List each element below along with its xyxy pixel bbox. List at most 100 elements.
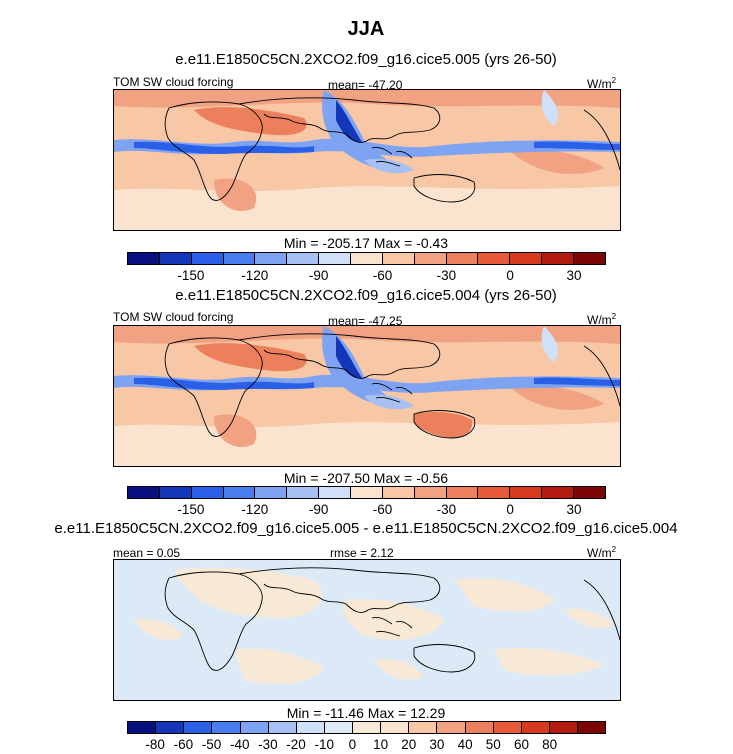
colorbar-tick-label: -50 <box>201 737 222 752</box>
itcz-core-atlantic <box>134 377 314 390</box>
colorbar-swatch <box>212 722 241 733</box>
panel-2-mean: mean= -47.25 <box>328 314 403 328</box>
panel-3-map-svg <box>114 560 620 700</box>
colorbar-swatch <box>414 253 447 264</box>
colorbar-swatch <box>324 722 353 733</box>
panel-1-map <box>113 89 621 231</box>
colorbar-swatch <box>542 253 575 264</box>
monsoon-core <box>336 100 362 143</box>
colorbar-tick-label: -150 <box>177 268 205 283</box>
islands-outline <box>371 617 413 637</box>
eurasia-outline <box>238 333 441 379</box>
panel-1-variable: TOM SW cloud forcing <box>113 75 234 89</box>
panel-3-minmax: Min = -11.46 Max = 12.29 <box>286 705 446 721</box>
colorbar-tick-label: -80 <box>145 737 165 752</box>
panel-2-colorbar-ticks: -150 -120 -90 -60 -30 0 30 <box>127 502 606 518</box>
islands-outline <box>371 147 413 167</box>
panel-2-map-svg <box>114 326 620 466</box>
panel-1-minmax: Min = -205.17 Max = -0.43 <box>283 235 449 251</box>
panel-3-rmse: rmse = 2.12 <box>330 546 394 560</box>
colorbar-tick-label: 30 <box>566 502 582 517</box>
colorbar-tick-label: -120 <box>241 268 269 283</box>
panel-1-title: e.e11.E1850C5CN.2XCO2.f09_g16.cice5.005 … <box>175 51 557 68</box>
panel-1-colorbar-ticks: -150 -120 -90 -60 -30 0 30 <box>127 268 606 284</box>
colorbar-tick-label: 20 <box>401 737 417 752</box>
colorbar-tick-label: -120 <box>241 502 269 517</box>
colorbar-swatch <box>128 253 160 264</box>
australia-warm <box>414 412 473 438</box>
colorbar-tick-label: 60 <box>513 737 529 752</box>
colorbar-tick-label: 40 <box>457 737 473 752</box>
colorbar-swatch <box>465 722 494 733</box>
colorbar-tick-label: -90 <box>308 502 329 517</box>
panel-1-mean: mean= -47.20 <box>328 78 403 92</box>
colorbar-swatch <box>191 253 224 264</box>
east-pacific-warm <box>509 384 604 410</box>
southern-ocean-band <box>114 186 620 230</box>
colorbar-tick-label: -60 <box>372 268 393 283</box>
colorbar-tick-label: -30 <box>258 737 278 752</box>
coastlines <box>164 97 620 203</box>
colorbar-swatch <box>240 722 269 733</box>
eurasia-outline <box>238 567 441 613</box>
colorbar-swatch <box>296 722 325 733</box>
panel-3-mean: mean = 0.05 <box>113 546 181 560</box>
itcz-core-atlantic <box>134 141 314 154</box>
colorbar-tick-label: 0 <box>506 502 514 517</box>
colorbar-swatch <box>191 487 224 498</box>
americas-outline <box>583 109 620 171</box>
coastlines <box>164 567 620 673</box>
panel-2-units: W/m2 <box>587 312 617 327</box>
colorbar-swatch <box>351 253 383 264</box>
colorbar-swatch <box>549 722 578 733</box>
panel-2-title: e.e11.E1850C5CN.2XCO2.f09_g16.cice5.004 … <box>175 287 557 304</box>
colorbar-swatch <box>574 253 605 264</box>
australia-outline <box>413 410 476 439</box>
colorbar-swatch <box>446 487 479 498</box>
africa-outline <box>164 337 263 437</box>
panel-2-variable: TOM SW cloud forcing <box>113 310 234 324</box>
colorbar-swatch <box>521 722 550 733</box>
panel-1-units: W/m2 <box>587 76 617 91</box>
colorbar-swatch <box>574 487 605 498</box>
colorbar-swatch <box>255 487 288 498</box>
colorbar-tick-label: -60 <box>372 502 393 517</box>
africa-outline <box>164 571 263 671</box>
colorbar-tick-label: -40 <box>229 737 250 752</box>
colorbar-swatch <box>351 487 383 498</box>
americas-outline <box>583 579 620 641</box>
colorbar-swatch <box>159 487 192 498</box>
colorbar-swatch <box>319 487 352 498</box>
colorbar-tick-label: -30 <box>436 502 457 517</box>
south-africa-warm <box>214 414 257 447</box>
colorbar-swatch <box>478 253 511 264</box>
itcz-core-pacific <box>534 141 620 150</box>
colorbar-swatch <box>128 722 157 733</box>
figure-title: JJA <box>347 18 385 40</box>
colorbar-swatch <box>409 722 438 733</box>
panel-1-colorbar <box>127 252 606 265</box>
colorbar-swatch <box>578 722 606 733</box>
colorbar-swatch <box>493 722 522 733</box>
colorbar-swatch <box>382 487 415 498</box>
east-pacific-warm <box>509 148 604 174</box>
africa-outline <box>164 101 263 201</box>
panel-1-map-svg <box>114 90 620 230</box>
colorbar-tick-label: -20 <box>286 737 306 752</box>
colorbar-tick-label: -150 <box>177 502 205 517</box>
southern-ocean-band <box>114 422 620 466</box>
colorbar-tick-label: -60 <box>173 737 194 752</box>
colorbar-swatch <box>184 722 213 733</box>
colorbar-tick-label: -10 <box>314 737 334 752</box>
colorbar-swatch <box>255 253 288 264</box>
colorbar-tick-label: 0 <box>506 268 514 283</box>
colorbar-tick-label: 10 <box>373 737 389 752</box>
colorbar-swatch <box>478 487 511 498</box>
americas-outline <box>583 345 620 407</box>
coastlines <box>164 333 620 439</box>
sahara-strong-warm <box>194 343 307 372</box>
monsoon-core <box>336 336 362 379</box>
panel-2-map <box>113 325 621 467</box>
sahara-strong-warm <box>194 107 307 136</box>
eurasia-outline <box>238 97 441 143</box>
